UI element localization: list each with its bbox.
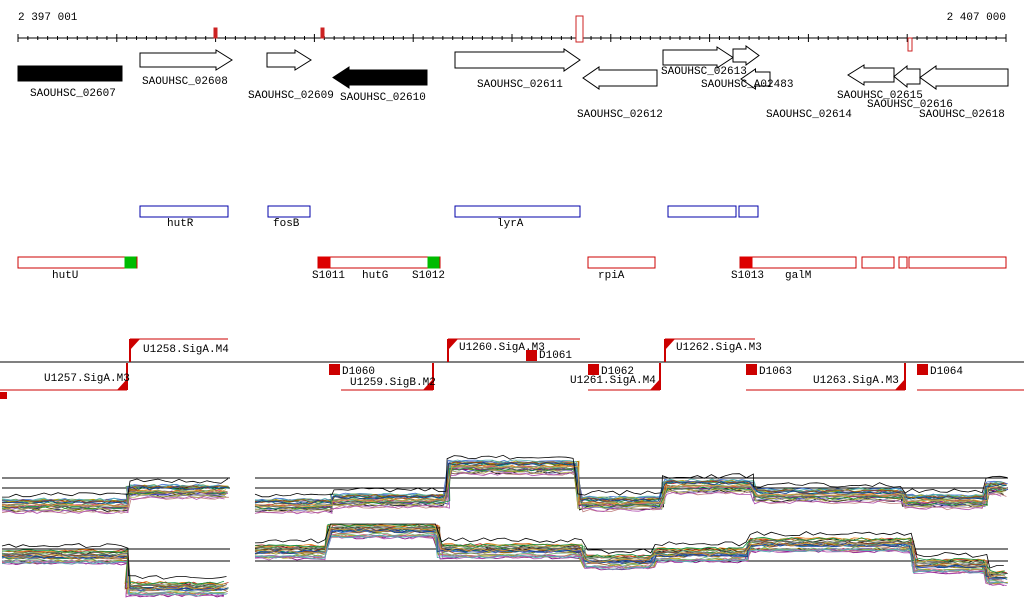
ruler-red-mark — [575, 15, 584, 43]
cds-box[interactable] — [738, 205, 759, 218]
expression-trace — [254, 461, 1005, 504]
expression-trace — [254, 527, 1007, 578]
operon-box-galM[interactable] — [739, 256, 857, 269]
gene-arrow-SAOUHSC_02612[interactable] — [582, 66, 658, 90]
expression-trace — [1, 485, 229, 504]
expression-trace — [254, 464, 1007, 507]
ruler-red-mark — [907, 37, 913, 52]
terminator-D1064[interactable] — [917, 364, 928, 375]
expression-trace — [254, 460, 1007, 503]
gene-arrow-SAOUHSC_02614[interactable] — [740, 68, 771, 90]
operon-box-rpiA[interactable] — [587, 256, 656, 269]
gene-arrow-SAOUHSC_02616[interactable] — [893, 64, 921, 89]
operon-box[interactable] — [861, 256, 895, 269]
expression-trace — [1, 549, 229, 586]
marker-S1013[interactable] — [740, 256, 753, 269]
tss-edge-mark — [0, 392, 7, 399]
gene-arrow-SAOUHSC_02610[interactable] — [332, 66, 428, 89]
expression-trace — [254, 454, 1008, 498]
gene-arrow-SAOUHSC_A02483[interactable] — [732, 45, 760, 66]
expression-trace — [2, 478, 229, 498]
expression-trace — [1, 561, 224, 598]
tss-flag-U1258.SigA.M4[interactable] — [130, 339, 140, 350]
expression-trace — [1, 558, 227, 595]
expression-trace — [254, 534, 1008, 584]
gene-arrow-SAOUHSC_02609[interactable] — [266, 49, 312, 71]
expression-trace — [1, 486, 227, 505]
ruler-red-mark — [213, 27, 218, 39]
expression-trace — [254, 527, 1004, 578]
cds-box-fosB[interactable] — [267, 205, 311, 218]
terminator-D1062[interactable] — [588, 364, 599, 375]
gene-arrow-SAOUHSC_02618[interactable] — [919, 65, 1009, 90]
cds-box[interactable] — [667, 205, 737, 218]
operon-box-hutU[interactable] — [17, 256, 138, 269]
cds-box-lyrA[interactable] — [454, 205, 581, 218]
expression-trace — [254, 528, 1008, 580]
tss-flag-U1260.SigA.M3[interactable] — [448, 339, 458, 350]
operon-box[interactable] — [908, 256, 1007, 269]
gene-arrow-SAOUHSC_02608[interactable] — [139, 49, 233, 71]
expression-trace — [254, 526, 1002, 577]
cds-box-hutR[interactable] — [139, 205, 229, 218]
expression-trace — [254, 527, 1003, 579]
expression-trace — [1, 495, 225, 515]
tss-flag-U1259.SigB.M2[interactable] — [423, 379, 433, 390]
expression-trace — [254, 462, 1007, 505]
expression-trace — [254, 471, 1002, 515]
operon-box-hutG[interactable] — [317, 256, 441, 269]
terminator-D1063[interactable] — [746, 364, 757, 375]
expression-trace — [254, 528, 1003, 580]
expression-trace — [1, 551, 228, 589]
gene-arrow-SAOUHSC_02607[interactable] — [17, 65, 123, 82]
gene-arrow-SAOUHSC_02615[interactable] — [847, 64, 895, 86]
expression-trace — [2, 493, 227, 512]
marker-hutU-end[interactable] — [124, 256, 137, 269]
marker-S1012[interactable] — [427, 256, 440, 269]
gene-arrow-SAOUHSC_02613[interactable] — [662, 46, 734, 69]
tss-flag-U1262.SigA.M3[interactable] — [665, 339, 675, 350]
expression-trace — [254, 459, 1002, 502]
expression-trace — [1, 553, 227, 591]
expression-trace — [1, 489, 227, 508]
terminator-D1061[interactable] — [526, 350, 537, 361]
expression-trace — [1, 560, 227, 597]
expression-trace — [1, 555, 228, 592]
operon-box[interactable] — [898, 256, 908, 269]
expression-trace — [254, 472, 1007, 514]
tss-flag-U1257.SigA.M3[interactable] — [117, 379, 127, 390]
expression-trace — [1, 543, 227, 580]
tss-flag-U1261.SigA.M4[interactable] — [650, 379, 660, 390]
expression-trace — [254, 464, 1002, 508]
expression-trace — [1, 491, 227, 509]
ruler-red-mark — [320, 27, 325, 39]
expression-trace — [254, 467, 1005, 509]
expression-trace — [254, 523, 1004, 569]
expression-trace — [1, 548, 225, 585]
expression-trace — [254, 534, 1004, 584]
tss-flag-U1263.SigA.M3[interactable] — [895, 379, 905, 390]
gene-arrow-SAOUHSC_02611[interactable] — [454, 48, 581, 72]
marker-S1011[interactable] — [318, 256, 331, 269]
terminator-D1060[interactable] — [329, 364, 340, 375]
